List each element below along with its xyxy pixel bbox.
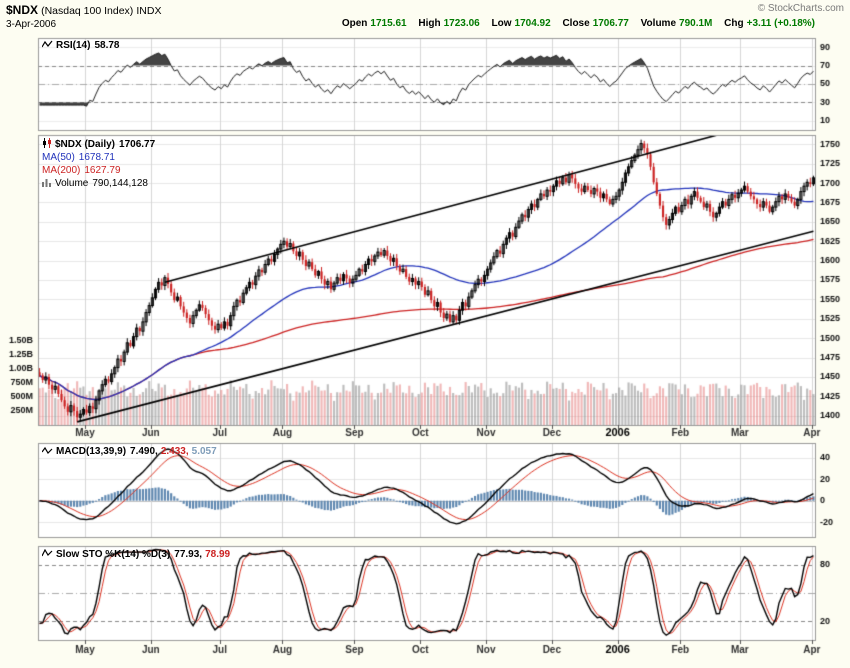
high-value: 1723.06 bbox=[443, 18, 480, 29]
macd-signal-value: 2.433, bbox=[160, 446, 189, 457]
sto-label: Slow STO %K(14) %D(3) bbox=[56, 549, 171, 560]
symbol-label: $NDX bbox=[6, 3, 39, 17]
ma200-legend-row: MA(200) 1627.79 bbox=[42, 164, 155, 177]
chg-value: +3.11 (+0.18%) bbox=[746, 18, 815, 29]
volume-legend-value: 790,144,128 bbox=[92, 178, 148, 189]
high-label: High bbox=[418, 18, 441, 29]
ma200-label: MA(200) bbox=[42, 165, 81, 176]
macd-hist-value: 5.057 bbox=[191, 446, 217, 457]
ma50-legend-row: MA(50) 1678.71 bbox=[42, 151, 155, 164]
chart-date-label: 3-Apr-2006 bbox=[6, 19, 57, 30]
price-legend-symbol-row: $NDX (Daily) 1706.77 bbox=[42, 138, 155, 151]
exchange-code-label: INDX bbox=[136, 5, 162, 17]
low-value: 1704.92 bbox=[514, 18, 551, 29]
rsi-line-icon bbox=[41, 40, 53, 48]
volume-value: 790.1M bbox=[679, 18, 713, 29]
volume-label: Volume bbox=[640, 18, 677, 29]
rsi-value: 58.78 bbox=[94, 40, 120, 51]
candlestick-icon bbox=[43, 138, 51, 148]
close-label: Close bbox=[562, 18, 590, 29]
chart-title: $NDX (Nasdaq 100 Index) INDX bbox=[6, 3, 161, 17]
rsi-legend: RSI(14) 58.78 bbox=[41, 40, 120, 51]
index-name-label: (Nasdaq 100 Index) bbox=[41, 5, 134, 17]
ma200-value: 1627.79 bbox=[84, 165, 121, 176]
sto-line-icon bbox=[41, 548, 53, 557]
sto-d-value: 78.99 bbox=[205, 549, 231, 560]
symbol-daily-label: $NDX (Daily) bbox=[55, 139, 116, 150]
last-price-value: 1706.77 bbox=[119, 139, 156, 150]
ma50-value: 1678.71 bbox=[78, 152, 115, 163]
macd-legend: MACD(13,39,9) 7.490, 2.433, 5.057 bbox=[41, 446, 217, 457]
price-legend: $NDX (Daily) 1706.77 MA(50) 1678.71 MA(200… bbox=[42, 138, 155, 190]
ma50-label: MA(50) bbox=[42, 152, 75, 163]
volume-bars-icon bbox=[42, 179, 51, 187]
sto-k-value: 77.93, bbox=[174, 549, 203, 560]
volume-legend-row: Volume 790,144,128 bbox=[42, 177, 155, 190]
rsi-label: RSI(14) bbox=[56, 40, 91, 51]
macd-label: MACD(13,39,9) bbox=[56, 446, 127, 457]
volume-legend-label: Volume bbox=[55, 178, 89, 189]
open-label: Open bbox=[341, 18, 368, 29]
open-value: 1715.61 bbox=[370, 18, 407, 29]
macd-line-icon bbox=[41, 446, 53, 454]
copyright-label: © StockCharts.com bbox=[757, 3, 844, 14]
chg-label: Chg bbox=[724, 18, 744, 29]
low-label: Low bbox=[491, 18, 512, 29]
macd-value: 7.490, bbox=[130, 446, 158, 457]
sto-legend: Slow STO %K(14) %D(3) 77.93, 78.99 bbox=[41, 548, 231, 560]
quote-line: Open 1715.61 High 1723.06 Low 1704.92 Close… bbox=[342, 18, 815, 29]
close-value: 1706.77 bbox=[592, 18, 629, 29]
